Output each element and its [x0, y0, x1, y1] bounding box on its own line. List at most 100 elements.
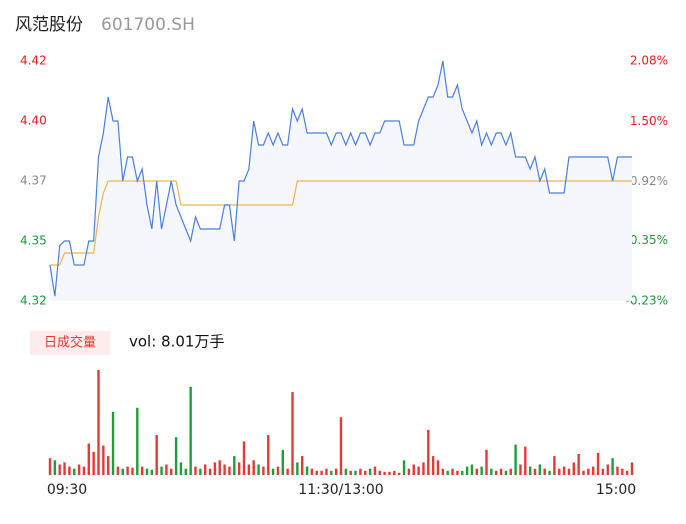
volume-bar [262, 466, 265, 475]
volume-bar [339, 417, 343, 475]
volume-bar [82, 466, 86, 475]
volume-bar [427, 429, 430, 475]
volume-bar [587, 468, 590, 475]
volume-bar [344, 468, 348, 475]
volume-bar [107, 456, 110, 475]
volume-bar [402, 460, 406, 475]
stock-code: 601700.SH [101, 15, 195, 35]
volume-bar [543, 468, 546, 475]
volume-bar [354, 470, 357, 475]
x-tick-label: 09:30 [47, 482, 87, 498]
volume-bar [281, 449, 284, 475]
volume-bar [470, 464, 474, 475]
average-line [50, 180, 632, 266]
y-tick-label: 4.42 [20, 54, 47, 68]
volume-bar [475, 468, 478, 475]
volume-bar [577, 454, 580, 475]
volume-bar [102, 445, 105, 475]
volume-bar [417, 466, 420, 475]
volume-bar [606, 464, 609, 475]
y2-tick-label: 2.08% [630, 54, 668, 68]
volume-badge [30, 331, 110, 355]
volume-bar [451, 468, 454, 475]
volume-bar [625, 470, 629, 475]
volume-bar [145, 468, 149, 475]
volume-bar [165, 464, 168, 475]
volume-bar [368, 468, 372, 475]
volume-bar [480, 466, 483, 475]
volume-bar [465, 466, 469, 475]
volume-bar [446, 470, 449, 475]
volume-bar [528, 466, 532, 475]
volume-bar [596, 452, 600, 475]
volume-bar [616, 466, 619, 475]
volume-bar [490, 468, 493, 475]
volume-bar [533, 468, 537, 475]
volume-bar [325, 468, 328, 475]
volume-bar [398, 472, 401, 475]
volume-bar [48, 458, 52, 475]
y2-tick-label: -0.23% [626, 294, 668, 308]
volume-bar [223, 464, 226, 475]
volume-bar [68, 466, 71, 475]
volume-bar [213, 462, 217, 475]
price-line [49, 60, 632, 297]
volume-bar [179, 462, 183, 475]
y2-tick-label: 1.50% [630, 114, 668, 128]
volume-bar [582, 470, 585, 475]
volume-bar [378, 470, 381, 475]
volume-bar [310, 468, 314, 475]
y-tick-label: 4.32 [20, 294, 47, 308]
volume-bar [567, 468, 571, 475]
volume-bar [504, 470, 508, 475]
volume-bar [509, 468, 512, 475]
volume-bar [271, 468, 275, 475]
volume-bar [553, 456, 556, 475]
volume-bar [422, 462, 425, 475]
volume-bar [373, 466, 377, 475]
volume-bar [485, 449, 488, 475]
volume-bar [601, 468, 605, 475]
volume-bar [233, 456, 236, 475]
volume-bar [611, 458, 614, 475]
volume-bar [364, 470, 367, 475]
volume-bar [276, 466, 280, 475]
y2-tick-label: 0.92% [630, 174, 668, 188]
volume-bar [218, 460, 221, 475]
volume-bar [558, 468, 561, 475]
stock-name: 风范股份 [15, 15, 83, 35]
volume-bar [242, 441, 246, 475]
x-tick-label: 15:00 [596, 482, 636, 498]
volume-bar [204, 464, 207, 475]
volume-bar [92, 451, 95, 475]
volume-bar [499, 468, 503, 475]
volume-bar [155, 435, 158, 475]
volume-bar [73, 468, 76, 475]
volume-bar [431, 456, 435, 475]
volume-bar [349, 470, 352, 475]
y-tick-label: 4.35 [20, 234, 47, 248]
volume-total: vol: 8.01万手 [129, 333, 224, 351]
volume-bar [315, 470, 318, 475]
volume-bar [136, 407, 139, 475]
volume-bar [126, 466, 129, 475]
volume-bar [131, 467, 134, 475]
volume-bar [412, 464, 415, 475]
volume-bar [320, 470, 323, 475]
volume-bar [116, 466, 120, 475]
volume-bar [160, 466, 163, 475]
volume-bar [330, 470, 333, 475]
volume-bar [548, 470, 551, 475]
volume-bar [441, 468, 445, 475]
volume-bar [514, 444, 517, 475]
volume-bar [407, 468, 411, 475]
volume-bar [194, 466, 197, 475]
volume-bar [58, 464, 61, 475]
volume-bar [199, 468, 202, 475]
volume-bar [296, 462, 299, 475]
volume-bar [286, 468, 289, 475]
volume-label: 日成交量 [44, 335, 96, 351]
volume-bar [461, 470, 464, 475]
volume-bar [592, 466, 595, 475]
